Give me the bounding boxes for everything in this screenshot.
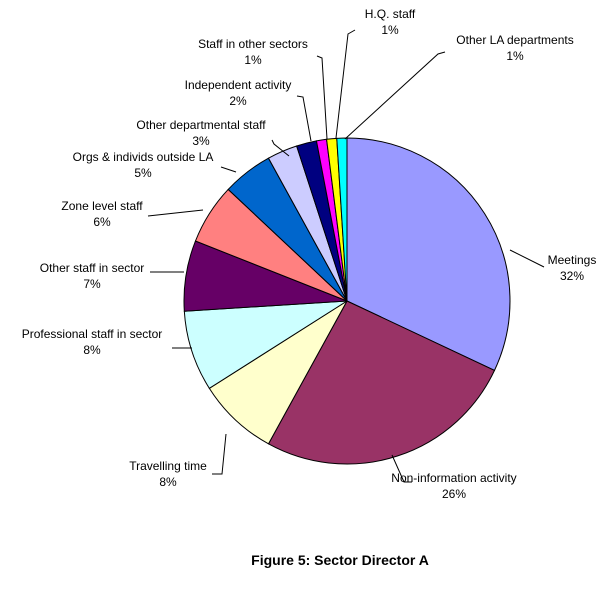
leader-line [344,51,446,140]
slice-label-value: 6% [93,215,111,229]
slice-label: Independent activity 2% [185,78,292,108]
slice-label-name: H.Q. staff [365,7,416,21]
slice-label: Zone level staff 6% [61,199,143,229]
slice-label-name: Other staff in sector [40,261,145,275]
slice-label: H.Q. staff 1% [365,7,416,37]
slice-label: Other staff in sector 7% [40,261,145,291]
slice-label-value: 5% [134,166,152,180]
slice-label-value: 32% [560,269,584,283]
slice-label-name: Non-information activity [391,471,516,485]
slice-label-value: 1% [244,53,262,67]
slice-label-value: 1% [381,23,399,37]
slice-label-value: 8% [159,475,177,489]
slice-label: Professional staff in sector 8% [22,327,163,357]
slice-label: Other LA departments 1% [456,33,573,63]
slice-label: Meetings 32% [548,253,597,283]
slice-label-value: 1% [506,49,524,63]
slice-label: Non-information activity 26% [391,471,516,501]
slice-label-name: Orgs & individs outside LA [73,150,214,164]
slice-label-value: 3% [192,134,210,148]
slice-label: Other departmental staff 3% [136,118,266,148]
pie-slice-other-la-departments [336,137,348,302]
leader-line [509,249,545,268]
leader-line [147,209,204,217]
slice-label: Travelling time 8% [129,459,207,489]
slice-label: Orgs & individs outside LA 5% [73,150,214,180]
slice-label-value: 2% [229,94,247,108]
slice-label-name: Zone level staff [61,199,143,213]
slice-label-name: Staff in other sectors [198,37,308,51]
figure-caption: Figure 5: Sector Director A [251,552,429,568]
leader-line [296,95,312,142]
slice-label-value: 8% [83,343,101,357]
slice-label-name: Other LA departments [456,33,573,47]
leader-line [316,55,328,140]
leader-line [212,433,227,475]
slice-label-name: Professional staff in sector [22,327,163,341]
slice-label-name: Independent activity [185,78,292,92]
slice-label-name: Travelling time [129,459,207,473]
slice-label-name: Other departmental staff [136,118,266,132]
leader-line [335,29,356,139]
slice-label: Staff in other sectors 1% [198,37,308,67]
leader-line [271,139,290,157]
slice-label-name: Meetings [548,253,597,267]
leader-line [391,454,412,483]
slice-label-value: 7% [83,277,101,291]
slice-label-value: 26% [442,487,466,501]
leader-line [220,166,237,173]
pie-slice-meetings [346,137,511,372]
